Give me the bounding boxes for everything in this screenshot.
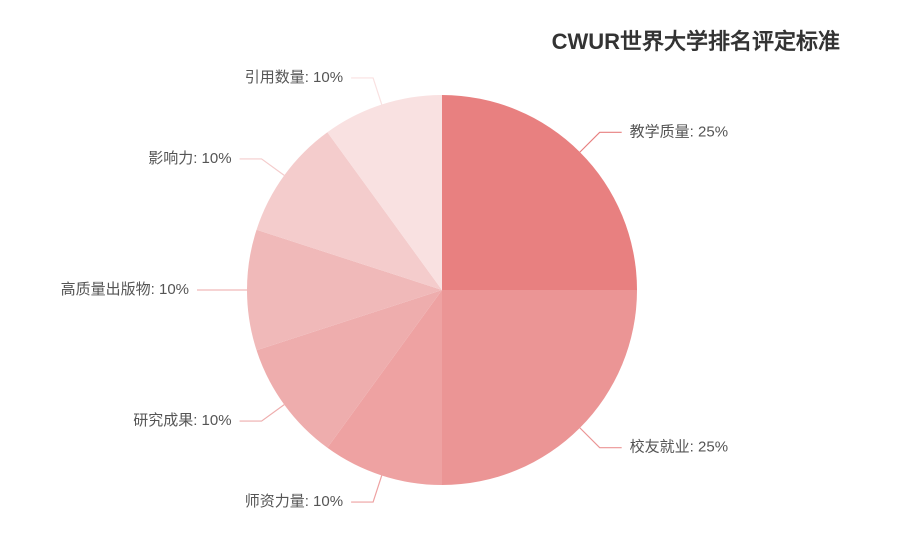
leader-line: [240, 405, 285, 421]
slice-label: 影响力: 10%: [148, 150, 231, 167]
slice-label: 高质量出版物: 10%: [61, 281, 189, 298]
slice-label: 引用数量: 10%: [245, 69, 343, 86]
pie-slice: [442, 95, 637, 290]
slice-label: 师资力量: 10%: [245, 493, 343, 510]
slice-label: 研究成果: 10%: [133, 412, 231, 429]
slice-label: 校友就业: 25%: [630, 439, 728, 456]
leader-line: [240, 159, 285, 175]
pie-chart-container: CWUR世界大学排名评定标准 教学质量: 25%校友就业: 25%师资力量: 1…: [0, 0, 900, 534]
leader-line: [580, 428, 622, 448]
leader-line: [351, 78, 382, 105]
slice-label: 教学质量: 25%: [630, 123, 728, 140]
leader-line: [580, 132, 622, 152]
pie-chart-svg: 教学质量: 25% 校友就业: 25% 师资力量: 10% 研究成果: 10% 高质量出…: [0, 0, 900, 534]
leader-line: [351, 475, 382, 502]
pie-slice: [442, 290, 637, 485]
